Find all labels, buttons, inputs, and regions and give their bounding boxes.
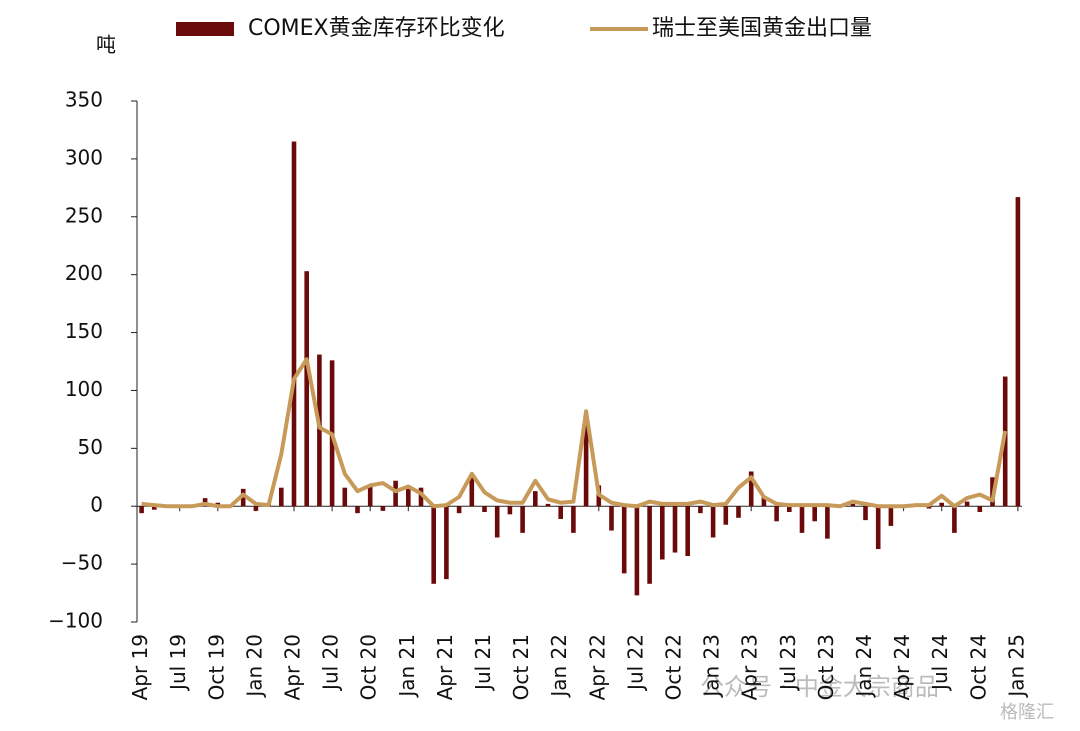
bar bbox=[723, 506, 729, 525]
bar bbox=[634, 506, 640, 596]
y-tick-label: 300 bbox=[65, 145, 103, 169]
x-tick-label: Jul 20 bbox=[319, 634, 343, 692]
bar bbox=[1015, 197, 1021, 507]
x-tick-label: Jul 22 bbox=[623, 634, 647, 692]
legend-label: COMEX黄金库存环比变化 bbox=[248, 16, 505, 41]
bar bbox=[533, 491, 538, 507]
bar bbox=[698, 506, 703, 514]
y-tick-label: 0 bbox=[90, 493, 103, 517]
bar bbox=[774, 506, 779, 522]
bar bbox=[583, 425, 589, 507]
x-tick-label: Apr 22 bbox=[585, 634, 609, 700]
bar bbox=[888, 506, 894, 526]
bar bbox=[787, 506, 792, 513]
bar bbox=[672, 506, 678, 553]
y-tick-label: 50 bbox=[78, 435, 103, 459]
bar bbox=[342, 487, 348, 507]
bar bbox=[609, 506, 614, 531]
bar bbox=[558, 506, 563, 519]
bar bbox=[621, 506, 627, 574]
bar bbox=[253, 506, 259, 511]
bar bbox=[863, 506, 868, 521]
legend-swatch bbox=[176, 22, 234, 36]
y-tick-label: 200 bbox=[65, 261, 103, 285]
x-tick-label: Apr 20 bbox=[281, 634, 305, 700]
legend-label: 瑞士至美国黄金出口量 bbox=[652, 16, 872, 41]
bar bbox=[812, 506, 817, 522]
bar bbox=[152, 506, 157, 510]
x-tick-label: Jul 19 bbox=[166, 634, 190, 692]
bar bbox=[355, 506, 360, 514]
bar bbox=[926, 506, 932, 509]
y-axis-label: 吨 bbox=[96, 33, 116, 57]
bar bbox=[240, 488, 246, 507]
bar bbox=[456, 506, 462, 514]
x-tick-label: Jan 22 bbox=[547, 634, 571, 699]
x-tick-label: Oct 19 bbox=[204, 634, 228, 700]
bar bbox=[520, 506, 525, 533]
bar bbox=[482, 506, 487, 513]
bar bbox=[952, 506, 957, 533]
bar bbox=[825, 506, 830, 539]
y-tick-label: 150 bbox=[65, 319, 103, 343]
bar bbox=[761, 496, 767, 507]
bar bbox=[647, 506, 652, 584]
bar bbox=[507, 506, 513, 515]
x-tick-label: Apr 23 bbox=[738, 634, 762, 700]
bar bbox=[850, 503, 856, 507]
bar bbox=[317, 354, 322, 507]
x-tick-label: Oct 24 bbox=[966, 634, 990, 700]
bar bbox=[685, 506, 690, 557]
x-tick-label: Jan 25 bbox=[1004, 634, 1028, 699]
bar bbox=[418, 487, 424, 507]
watermark: 公众号 · 中金大宗商品 bbox=[700, 673, 939, 701]
y-tick-label: −50 bbox=[61, 551, 103, 575]
bar bbox=[964, 501, 970, 507]
bar bbox=[545, 503, 551, 507]
x-tick-label: Apr 24 bbox=[890, 634, 914, 700]
line bbox=[141, 357, 1008, 509]
y-tick-label: −100 bbox=[48, 609, 103, 633]
x-tick-label: Oct 21 bbox=[509, 634, 533, 700]
x-tick-label: Oct 23 bbox=[814, 634, 838, 700]
bar bbox=[710, 506, 716, 538]
y-tick-label: 100 bbox=[65, 377, 103, 401]
bar bbox=[748, 471, 754, 507]
bar bbox=[444, 506, 449, 580]
bar bbox=[393, 480, 398, 507]
bar bbox=[431, 506, 436, 584]
bar bbox=[977, 506, 983, 513]
x-tick-label: Oct 22 bbox=[662, 634, 686, 700]
bar bbox=[139, 506, 144, 514]
x-tick-label: Jan 20 bbox=[242, 634, 266, 699]
x-tick-label: Jan 21 bbox=[395, 634, 419, 699]
watermark: 格隆汇 bbox=[1000, 702, 1054, 723]
bar bbox=[406, 488, 411, 507]
x-tick-label: Jul 24 bbox=[928, 634, 952, 692]
bar bbox=[279, 487, 284, 507]
bar bbox=[939, 502, 944, 507]
x-tick-label: Jul 21 bbox=[471, 634, 495, 692]
x-tick-label: Apr 21 bbox=[433, 634, 457, 700]
bar bbox=[291, 141, 297, 507]
x-tick-label: Jan 23 bbox=[700, 634, 724, 699]
x-tick-label: Jan 24 bbox=[852, 634, 876, 699]
y-tick-label: 350 bbox=[65, 88, 103, 112]
x-tick-label: Oct 20 bbox=[357, 634, 381, 700]
bar bbox=[799, 506, 805, 533]
bar bbox=[304, 271, 309, 507]
y-tick-label: 250 bbox=[65, 203, 103, 227]
bar bbox=[367, 486, 373, 507]
bar bbox=[469, 476, 475, 507]
x-tick-label: Jul 23 bbox=[776, 634, 800, 692]
x-tick-label: Apr 19 bbox=[128, 634, 152, 700]
bar bbox=[380, 506, 386, 511]
bar bbox=[736, 506, 741, 518]
bar bbox=[660, 506, 665, 560]
bar bbox=[875, 506, 881, 550]
bar bbox=[571, 506, 576, 533]
bar bbox=[494, 506, 500, 538]
